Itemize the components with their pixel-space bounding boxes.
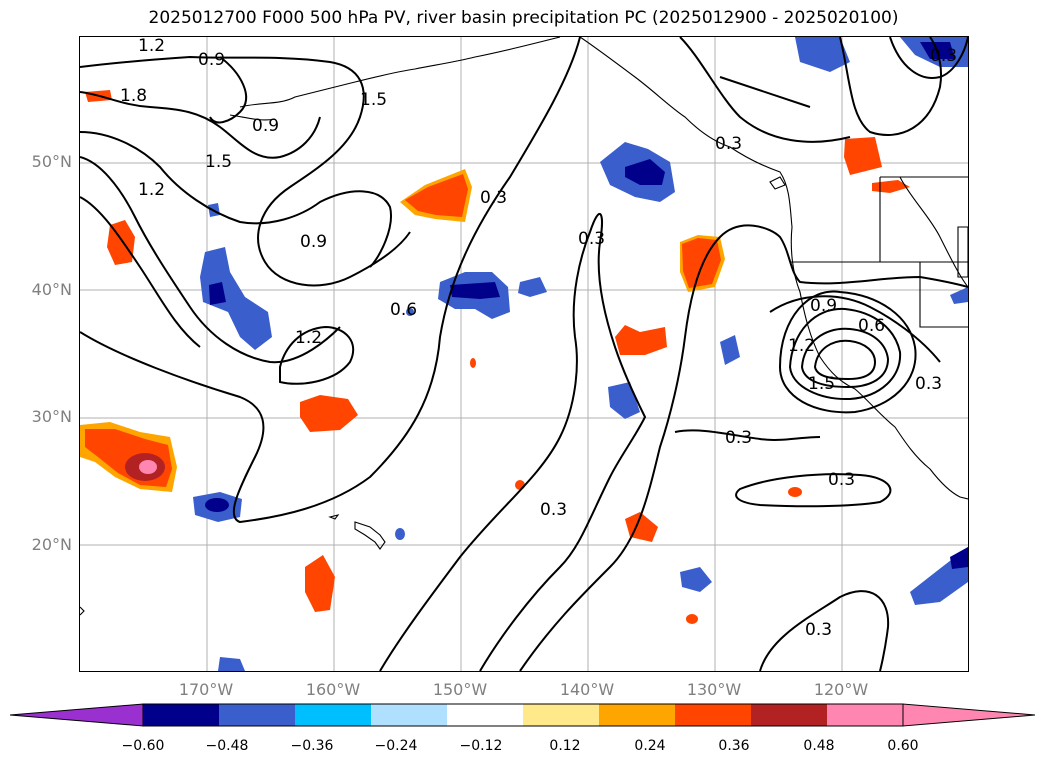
contour-label: 0.3 [930, 46, 957, 66]
contour-label: 1.5 [205, 152, 232, 172]
map-canvas: 1.2 0.9 1.8 0.9 1.5 1.5 1.2 0.3 0.9 0.3 … [80, 37, 968, 671]
contour-label: 0.9 [198, 50, 225, 70]
contour-label: 0.3 [725, 428, 752, 448]
contour-label: 1.5 [808, 374, 835, 394]
contour-label: 1.2 [138, 37, 165, 56]
colorbar-segment [295, 704, 372, 726]
contour-label: 1.2 [138, 180, 165, 200]
colorbar-tick: −0.24 [374, 738, 418, 754]
graticule [80, 37, 968, 671]
lat-label: 30°N [31, 407, 72, 426]
contour-label: 0.3 [805, 620, 832, 640]
colorbar-extend-low [10, 703, 144, 727]
contour-label: 1.2 [788, 336, 815, 356]
colorbar-tick: 0.24 [634, 738, 666, 754]
contour-label: 0.6 [390, 300, 417, 320]
lon-label: 140°W [559, 680, 615, 699]
contour-label: 0.3 [578, 229, 605, 249]
lat-label: 40°N [31, 280, 72, 299]
colorbar-segment [447, 704, 524, 726]
colorbar-tick: 0.60 [887, 738, 919, 754]
contour-label: 0.3 [715, 134, 742, 154]
contour-labels: 1.2 0.9 1.8 0.9 1.5 1.5 1.2 0.3 0.9 0.3 … [120, 37, 957, 640]
colorbar-segment [523, 704, 600, 726]
contour-label: 0.3 [828, 470, 855, 490]
coastlines [80, 37, 968, 616]
contour-label: 0.3 [915, 374, 942, 394]
contour-label: 0.9 [810, 296, 837, 316]
colorbar-tick: −0.12 [459, 738, 503, 754]
lon-label: 170°W [178, 680, 234, 699]
pv-contours [80, 37, 968, 671]
lon-label: 120°W [813, 680, 869, 699]
contour-label: 0.9 [300, 232, 327, 252]
lon-label: 130°W [686, 680, 742, 699]
colorbar [10, 703, 1035, 727]
contour-label: 0.3 [480, 188, 507, 208]
contour-label: 0.3 [540, 500, 567, 520]
colorbar-segment [751, 704, 828, 726]
colorbar-segment [827, 704, 904, 726]
precip-shading [80, 37, 968, 671]
lat-label: 50°N [31, 152, 72, 171]
contour-label: 0.6 [858, 316, 885, 336]
colorbar-segment [371, 704, 448, 726]
map-panel: 1.2 0.9 1.8 0.9 1.5 1.5 1.2 0.3 0.9 0.3 … [79, 36, 969, 672]
contour-label: 1.2 [295, 328, 322, 348]
colorbar-tick: 0.48 [803, 738, 835, 754]
map-title: 2025012700 F000 500 hPa PV, river basin … [148, 8, 899, 28]
colorbar-tick: 0.36 [718, 738, 750, 754]
lon-label: 150°W [432, 680, 488, 699]
colorbar-segment [219, 704, 296, 726]
colorbar-tick: −0.60 [121, 738, 165, 754]
colorbar-segment [675, 704, 752, 726]
colorbar-segment [143, 704, 220, 726]
colorbar-extend-high [902, 703, 1035, 727]
colorbar-tick: 0.12 [549, 738, 581, 754]
contour-label: 0.9 [252, 116, 279, 136]
contour-label: 1.8 [120, 86, 147, 106]
lon-label: 160°W [305, 680, 361, 699]
colorbar-segment [599, 704, 676, 726]
lat-label: 20°N [31, 535, 72, 554]
colorbar-tick: −0.48 [205, 738, 249, 754]
contour-label: 1.5 [360, 90, 387, 110]
colorbar-tick: −0.36 [290, 738, 334, 754]
